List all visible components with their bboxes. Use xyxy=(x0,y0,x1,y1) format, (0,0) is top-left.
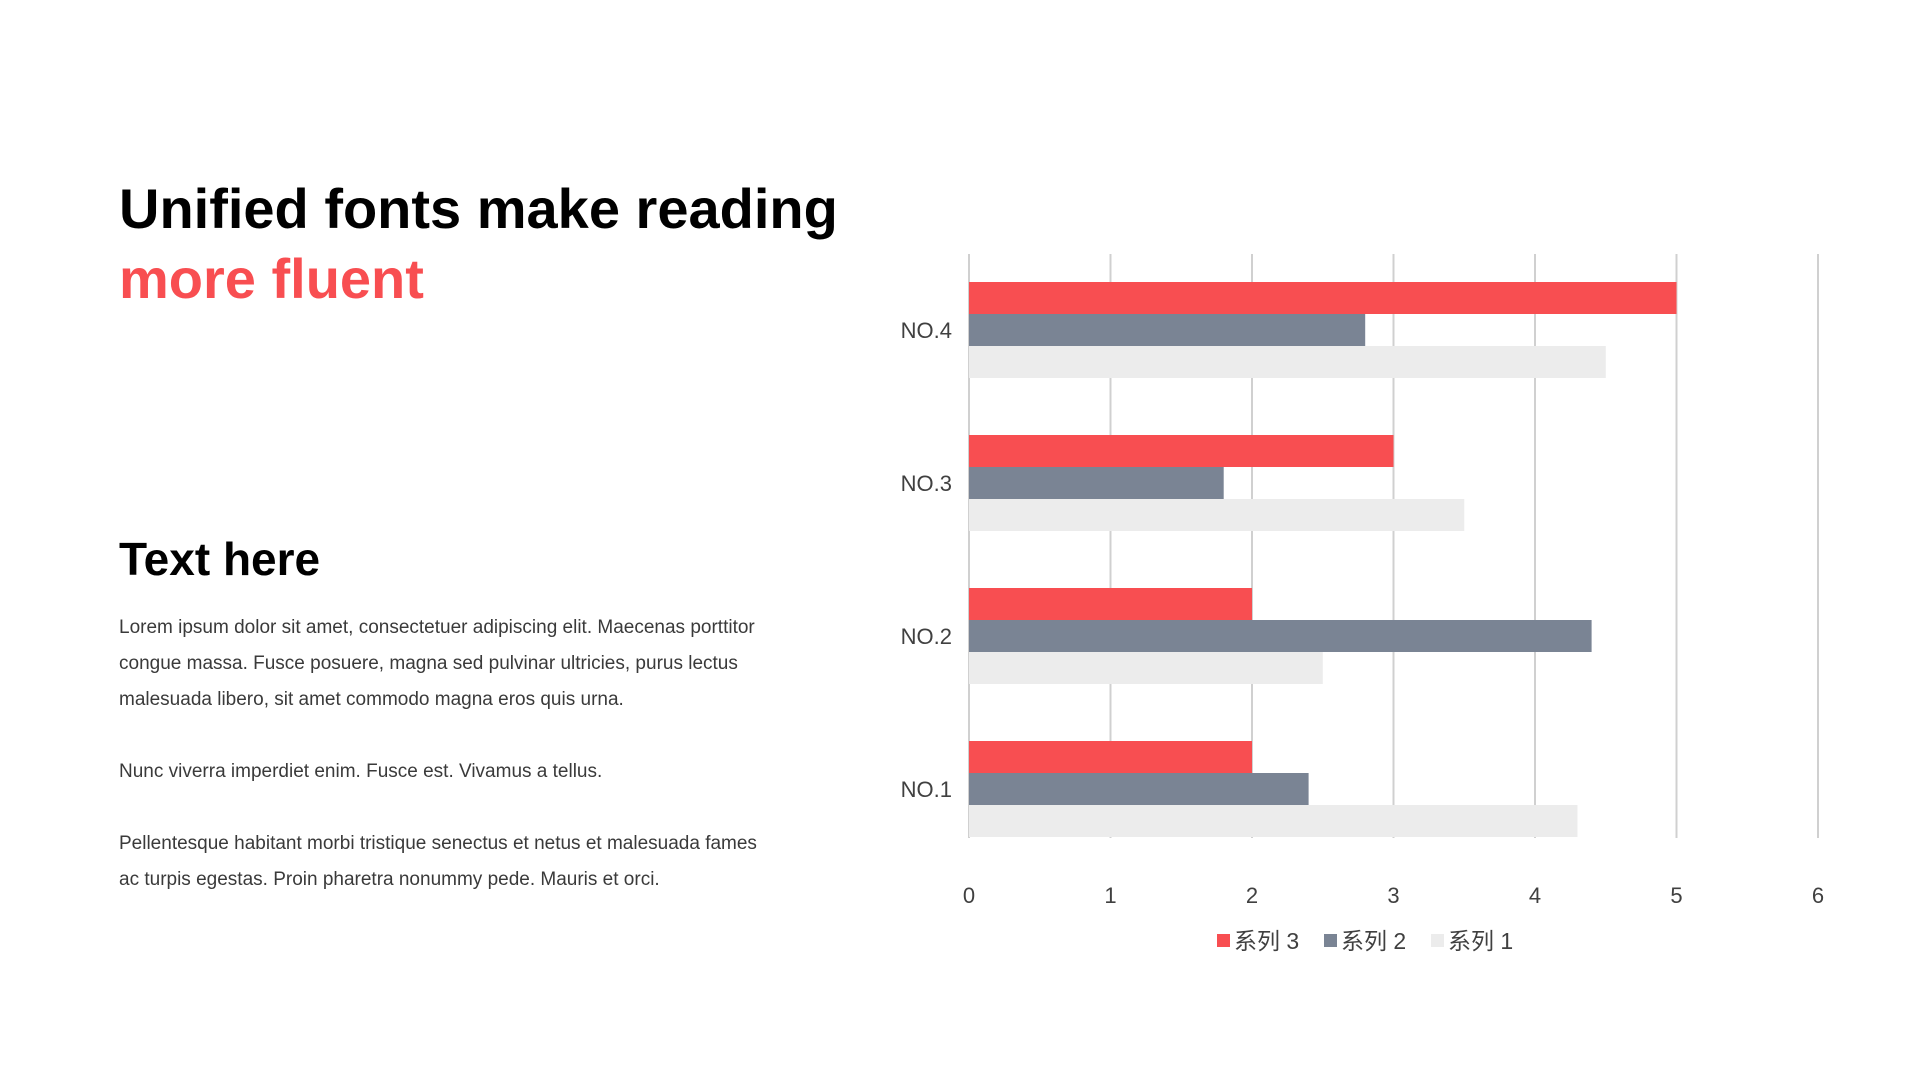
bar-no2-系列3 xyxy=(969,588,1252,620)
paragraph-2: Nunc viverra imperdiet enim. Fusce est. … xyxy=(119,761,603,782)
legend-swatch-1 xyxy=(1217,934,1230,947)
x-tick-label-2: 2 xyxy=(1246,883,1258,908)
legend-label-2: 系列 2 xyxy=(1341,928,1406,954)
bar-no4-系列2 xyxy=(969,314,1366,346)
chart-labels: 0 1 2 3 4 5 6 NO.1 NO.2 NO.3 NO.4 xyxy=(901,318,1824,908)
paragraph-3: Pellentesque habitant morbi tristique se… xyxy=(119,833,757,890)
bar-no1-系列1 xyxy=(969,805,1578,837)
legend-swatch-2 xyxy=(1324,934,1337,947)
legend-label-1: 系列 3 xyxy=(1234,928,1299,954)
bar-no2-系列1 xyxy=(969,652,1323,684)
category-label-no2: NO.2 xyxy=(901,624,952,649)
title-line-2-accent: more fluent xyxy=(119,247,424,310)
category-label-no1: NO.1 xyxy=(901,777,952,802)
category-label-no3: NO.3 xyxy=(901,471,952,496)
legend-label-3: 系列 1 xyxy=(1448,928,1513,954)
bar-no3-系列2 xyxy=(969,467,1224,499)
x-tick-label-3: 3 xyxy=(1387,883,1399,908)
chart-legend: 系列 3 系列 2 系列 1 xyxy=(1217,928,1513,954)
x-tick-label-1: 1 xyxy=(1104,883,1116,908)
title-line-1: Unified fonts make reading xyxy=(119,177,838,240)
x-tick-label-4: 4 xyxy=(1529,883,1541,908)
legend-swatch-3 xyxy=(1431,934,1444,947)
section-heading: Text here xyxy=(119,533,321,585)
x-tick-label-0: 0 xyxy=(963,883,975,908)
body-text: Lorem ipsum dolor sit amet, consectetuer… xyxy=(119,610,759,934)
bar-no2-系列2 xyxy=(969,620,1592,652)
slide-title: Unified fonts make reading more fluent xyxy=(119,174,838,314)
x-tick-label-5: 5 xyxy=(1670,883,1682,908)
bar-no4-系列1 xyxy=(969,346,1606,378)
bar-no3-系列3 xyxy=(969,435,1394,467)
x-tick-label-6: 6 xyxy=(1812,883,1824,908)
chart-bars xyxy=(969,282,1677,837)
bar-no3-系列1 xyxy=(969,499,1465,531)
bar-no4-系列3 xyxy=(969,282,1677,314)
category-label-no4: NO.4 xyxy=(901,318,952,343)
paragraph-1: Lorem ipsum dolor sit amet, consectetuer… xyxy=(119,617,755,710)
bar-no1-系列3 xyxy=(969,741,1252,773)
bar-no1-系列2 xyxy=(969,773,1309,805)
